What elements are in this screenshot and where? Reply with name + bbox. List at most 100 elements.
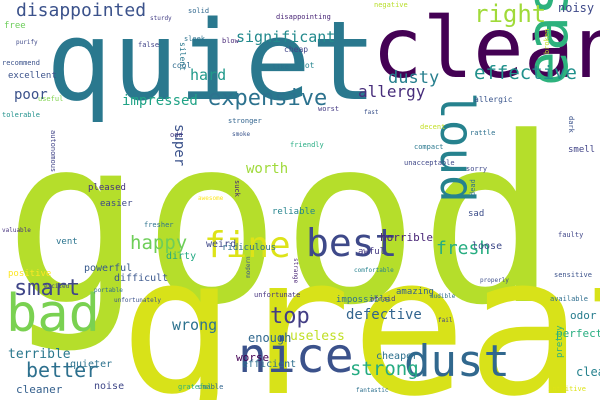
cloud-word: free bbox=[4, 21, 26, 31]
cloud-word: comfortable bbox=[354, 267, 394, 274]
cloud-word: pleased bbox=[88, 183, 126, 193]
cloud-word: defective bbox=[346, 307, 422, 323]
cloud-word: pretty bbox=[555, 325, 565, 358]
cloud-word: odd bbox=[170, 131, 183, 139]
cloud-word: reliable bbox=[272, 207, 316, 217]
cloud-word: decent bbox=[420, 123, 446, 131]
cloud-word: clean bbox=[372, 0, 600, 97]
cloud-word: efficient bbox=[242, 359, 297, 370]
cloud-word: terrible bbox=[8, 347, 71, 362]
cloud-word: enough bbox=[248, 331, 292, 345]
cloud-word: sturdy bbox=[150, 15, 172, 22]
cloud-word: good bbox=[4, 89, 558, 356]
cloud-word: sensitive bbox=[554, 271, 592, 279]
cloud-word: intuitive bbox=[548, 385, 586, 393]
cloud-word: portable bbox=[94, 287, 123, 294]
cloud-word: fresh bbox=[436, 238, 491, 259]
cloud-word: dusty bbox=[388, 68, 440, 88]
cloud-word: tolerable bbox=[2, 111, 40, 119]
cloud-word: afraid bbox=[370, 295, 396, 303]
cloud-word: best bbox=[306, 221, 398, 265]
cloud-word: clear bbox=[576, 365, 600, 379]
cloud-word: amazing bbox=[396, 287, 434, 297]
cloud-word: unacceptable bbox=[404, 159, 455, 167]
cloud-word: rattle bbox=[470, 129, 496, 137]
cloud-word: blow bbox=[222, 37, 239, 45]
cloud-word: available bbox=[550, 295, 588, 303]
cloud-word: disappointing bbox=[276, 13, 331, 21]
cloud-word: significant bbox=[236, 28, 336, 46]
cloud-word: easier bbox=[100, 199, 133, 209]
cloud-word: worth bbox=[246, 161, 289, 177]
cloud-word: allergic bbox=[474, 95, 513, 104]
cloud-word: broken bbox=[543, 28, 551, 54]
cloud-word: excited bbox=[44, 283, 70, 290]
cloud-word: noisy bbox=[558, 1, 595, 15]
cloud-word: modern bbox=[245, 256, 252, 278]
cloud-word: great bbox=[120, 216, 600, 400]
cloud-word: sorry bbox=[466, 165, 488, 173]
cloud-word: useless bbox=[290, 329, 345, 344]
cloud-word: impressed bbox=[122, 93, 198, 109]
cloud-word: awesome bbox=[198, 195, 224, 202]
cloud-word: recommend bbox=[2, 59, 40, 67]
cloud-word: cheaper bbox=[376, 351, 419, 362]
cloud-word: suck bbox=[233, 180, 241, 197]
cloud-word: vent bbox=[56, 237, 78, 247]
cloud-word: unfortunate bbox=[254, 291, 301, 299]
cloud-word: friendly bbox=[290, 141, 324, 149]
cloud-word: useful bbox=[38, 95, 64, 103]
cloud-word: poor bbox=[14, 87, 48, 103]
cloud-word: perfect bbox=[556, 327, 600, 340]
cloud-word: right bbox=[474, 0, 547, 28]
cloud-word: properly bbox=[480, 277, 509, 284]
cloud-word: strange bbox=[292, 258, 299, 284]
cloud-word: fresher bbox=[144, 221, 174, 229]
cloud-word: worst bbox=[318, 105, 340, 113]
cloud-word: wrong bbox=[172, 316, 218, 334]
cloud-word: effective bbox=[474, 62, 577, 84]
cloud-word: false bbox=[138, 41, 160, 49]
cloud-word: fail bbox=[438, 317, 453, 324]
cloud-word: like bbox=[272, 63, 289, 71]
cloud-word: fantastic bbox=[356, 387, 389, 394]
cloud-word: happy bbox=[130, 232, 188, 254]
cloud-word: purify bbox=[16, 39, 38, 46]
cloud-word: odor bbox=[570, 309, 597, 322]
cloud-word: quieter bbox=[70, 359, 113, 370]
cloud-word: difficult bbox=[114, 273, 169, 284]
cloud-word: sleek bbox=[184, 35, 206, 43]
cloud-word: better bbox=[26, 358, 99, 382]
cloud-word: expensive bbox=[208, 86, 328, 111]
cloud-word: grateful bbox=[178, 383, 212, 391]
cloud-word: excellent bbox=[8, 71, 57, 81]
cloud-word: worse bbox=[236, 351, 270, 364]
cloud-word: unable bbox=[198, 383, 224, 391]
cloud-word: cleaner bbox=[16, 383, 63, 396]
cloud-word: awful bbox=[358, 247, 386, 257]
cloud-word: autonomous bbox=[49, 130, 57, 173]
cloud-word: strong bbox=[350, 358, 419, 380]
cloud-word: audible bbox=[430, 293, 456, 300]
cloud-word: ridiculous bbox=[222, 243, 277, 253]
cloud-word: cheap bbox=[284, 45, 309, 54]
cloud-word: unfortunately bbox=[114, 297, 161, 304]
cloud-word: valuable bbox=[2, 227, 31, 234]
cloud-word: dust bbox=[404, 336, 510, 387]
cloud-word: fast bbox=[364, 109, 379, 116]
cloud-word: dead bbox=[469, 179, 477, 196]
cloud-word: hard bbox=[190, 66, 227, 84]
cloud-word: impossible bbox=[336, 295, 391, 305]
cloud-word: silent bbox=[178, 42, 187, 71]
cloud-word: bad bbox=[6, 284, 100, 344]
cloud-word: disappointed bbox=[16, 0, 147, 21]
cloud-word: fine bbox=[204, 225, 291, 266]
cloud-word: weird bbox=[206, 239, 237, 250]
cloud-word: solid bbox=[188, 7, 210, 15]
cloud-word: smart bbox=[14, 276, 81, 301]
cloud-word: noise bbox=[94, 381, 125, 392]
cloud-word: nice bbox=[238, 328, 354, 384]
cloud-word: hot bbox=[300, 61, 315, 70]
cloud-word: top bbox=[270, 304, 310, 329]
